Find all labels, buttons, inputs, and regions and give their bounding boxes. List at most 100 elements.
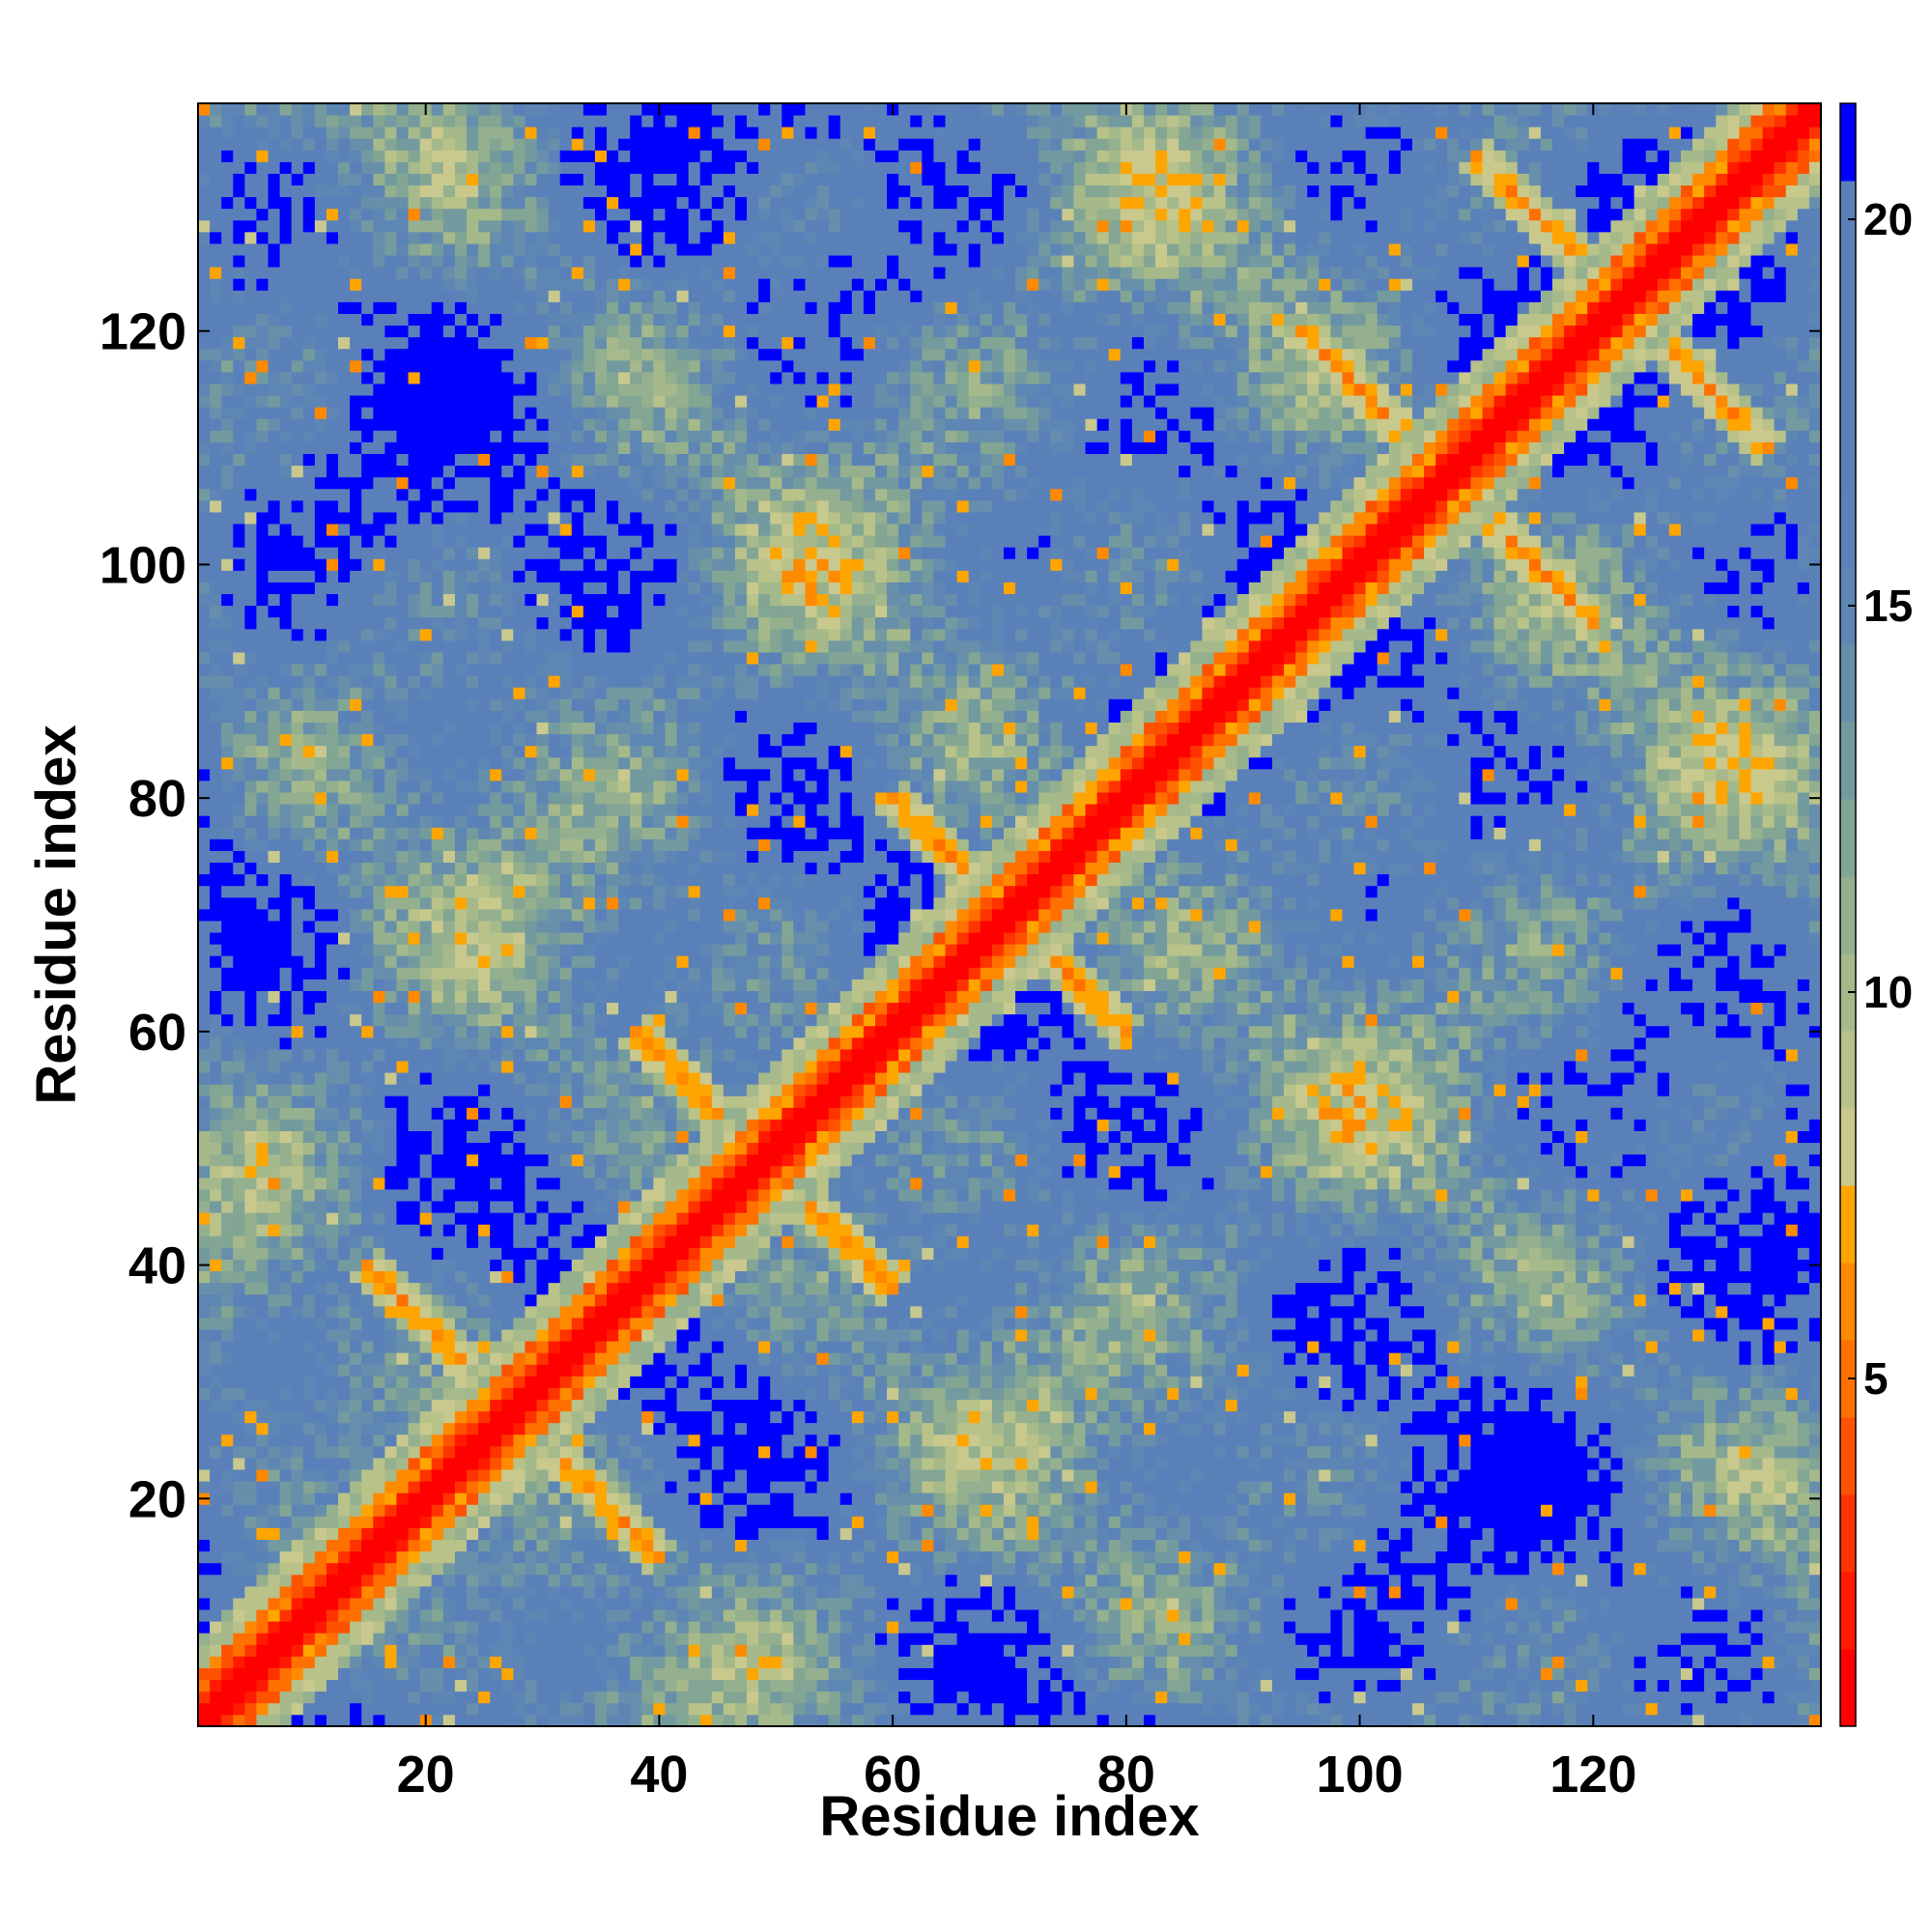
heatmap-cell: [1236, 1562, 1250, 1576]
heatmap-cell: [314, 150, 327, 162]
heatmap-cell: [863, 1621, 876, 1634]
heatmap-cell: [279, 185, 293, 198]
heatmap-cell: [268, 967, 281, 980]
heatmap-cell: [1108, 1562, 1122, 1576]
heatmap-cell: [571, 1539, 584, 1552]
heatmap-cell: [198, 885, 211, 898]
heatmap-cell: [991, 1621, 1005, 1634]
heatmap-cell: [1552, 1516, 1565, 1528]
heatmap-cell: [747, 1539, 759, 1552]
heatmap-cell: [653, 1527, 666, 1541]
heatmap-cell: [956, 1679, 970, 1692]
heatmap-cell: [221, 1095, 234, 1108]
heatmap-cell: [1540, 1714, 1553, 1727]
heatmap-cell: [338, 908, 351, 922]
heatmap-cell: [256, 815, 269, 828]
heatmap-cell: [302, 990, 316, 1004]
heatmap-cell: [338, 488, 351, 501]
heatmap-cell: [1400, 1527, 1413, 1541]
heatmap-cell: [244, 873, 257, 887]
heatmap-cell: [1797, 1550, 1810, 1564]
heatmap-cell: [1400, 1562, 1413, 1576]
heatmap-cell: [198, 1387, 211, 1400]
heatmap-cell: [373, 1142, 385, 1155]
heatmap-cell: [513, 1492, 526, 1505]
heatmap-cell: [1003, 1667, 1016, 1681]
heatmap-cell: [805, 1504, 817, 1517]
heatmap-cell: [338, 127, 351, 139]
heatmap-cell: [396, 921, 409, 933]
heatmap-cell: [396, 733, 409, 747]
heatmap-cell: [1540, 1598, 1553, 1610]
heatmap-cell: [1260, 1504, 1273, 1517]
heatmap-cell: [256, 1667, 269, 1681]
heatmap-cell: [210, 524, 222, 536]
heatmap-cell: [314, 932, 327, 945]
heatmap-cell: [302, 1270, 316, 1284]
heatmap-cell: [244, 1119, 257, 1131]
heatmap-cell: [291, 219, 304, 233]
heatmap-cell: [1050, 1585, 1063, 1599]
heatmap-cell: [384, 1072, 397, 1085]
heatmap-cell: [233, 944, 245, 956]
heatmap-cell: [1260, 1585, 1273, 1599]
heatmap-cell: [210, 1399, 222, 1412]
heatmap-cell: [408, 1644, 421, 1657]
heatmap-cell: [384, 722, 397, 735]
heatmap-cell: [898, 1667, 911, 1681]
heatmap-cell: [1564, 1644, 1577, 1657]
heatmap-cell: [1762, 1633, 1776, 1645]
heatmap-cell: [302, 710, 316, 723]
heatmap-cell: [1388, 1633, 1402, 1645]
heatmap-cell: [361, 628, 374, 641]
heatmap-cell: [291, 231, 304, 244]
heatmap-cell: [291, 1445, 304, 1459]
heatmap-cell: [256, 371, 269, 384]
heatmap-cell: [279, 815, 293, 828]
heatmap-cell: [210, 1341, 222, 1353]
heatmap-cell: [571, 1562, 584, 1576]
heatmap-cell: [875, 1598, 888, 1610]
heatmap-cell: [816, 1609, 830, 1622]
heatmap-cell: [210, 476, 222, 490]
heatmap-cell: [233, 570, 245, 582]
heatmap-cell: [490, 1550, 502, 1564]
heatmap-cell: [1739, 1504, 1751, 1517]
heatmap-cell: [198, 664, 211, 676]
heatmap-cell: [244, 278, 257, 291]
heatmap-cell: [1599, 1539, 1611, 1552]
heatmap-cell: [314, 395, 327, 408]
heatmap-cell: [350, 1293, 362, 1307]
heatmap-cell: [210, 465, 222, 478]
heatmap-cell: [233, 1527, 245, 1541]
heatmap-cell: [302, 1410, 316, 1424]
heatmap-cell: [268, 1236, 281, 1248]
heatmap-cell: [268, 605, 281, 618]
heatmap-cell: [851, 1679, 865, 1692]
heatmap-cell: [396, 932, 409, 945]
heatmap-cell: [1459, 1633, 1471, 1645]
heatmap-cell: [466, 1598, 479, 1610]
heatmap-cell: [268, 1013, 281, 1027]
heatmap-cell: [478, 1656, 491, 1668]
heatmap-cell: [478, 1679, 491, 1692]
heatmap-cell: [198, 1247, 211, 1260]
heatmap-cell: [361, 453, 374, 467]
heatmap-cell: [641, 1598, 654, 1610]
heatmap-cell: [210, 127, 222, 139]
heatmap-cell: [1599, 1667, 1611, 1681]
heatmap-cell: [816, 1562, 830, 1576]
heatmap-cell: [408, 384, 421, 396]
heatmap-cell: [1610, 1527, 1623, 1541]
heatmap-cell: [1038, 1633, 1051, 1645]
heatmap-cell: [1155, 1690, 1168, 1704]
heatmap-cell: [665, 1633, 677, 1645]
heatmap-cell: [839, 1598, 853, 1610]
heatmap-cell: [338, 1702, 351, 1716]
heatmap-cell: [408, 231, 421, 244]
heatmap-cell: [256, 827, 269, 839]
heatmap-cell: [1062, 1702, 1074, 1716]
heatmap-cell: [302, 243, 316, 256]
heatmap-cell: [559, 1562, 573, 1576]
heatmap-cell: [302, 1562, 316, 1576]
